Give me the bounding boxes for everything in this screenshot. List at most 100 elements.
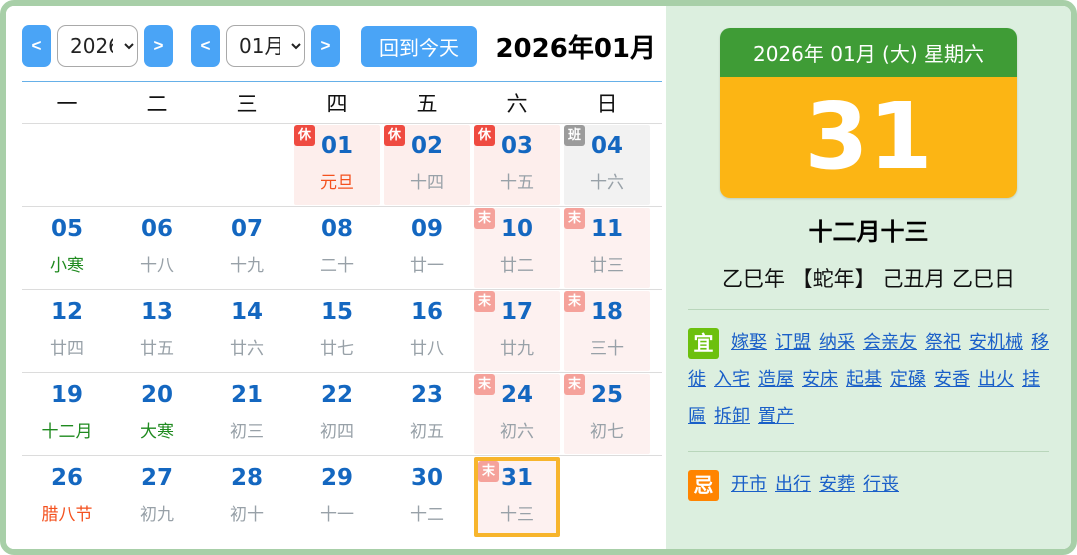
day-cell-17[interactable]: 末 17 廿九 (474, 291, 560, 371)
day-badge-weekend: 末 (564, 208, 585, 229)
yi-link[interactable]: 纳采 (819, 332, 855, 353)
yi-link[interactable]: 拆卸 (714, 406, 750, 427)
ji-link[interactable]: 开市 (731, 474, 767, 495)
day-cell-22[interactable]: 22 初四 (294, 374, 380, 454)
day-cell-18[interactable]: 末 18 三十 (564, 291, 650, 371)
date-card-header: 2026年 01月 (大) 星期六 (720, 28, 1017, 77)
day-number: 02 (410, 133, 443, 159)
day-badge-weekend: 末 (478, 461, 499, 482)
yi-link[interactable]: 祭祀 (925, 332, 961, 353)
yi-link[interactable]: 挂匾 (688, 369, 1040, 427)
next-month-button[interactable]: > (311, 25, 340, 67)
yi-link[interactable]: 订盟 (775, 332, 811, 353)
calendar-grid: 休 01 元旦休 02 十四休 03 十五班 04 十六 05 小寒 06 十八 07 十九 08 二十 09 廿一… (22, 123, 666, 538)
ji-link[interactable]: 行丧 (863, 474, 899, 495)
day-cell-13[interactable]: 13 廿五 (114, 291, 200, 371)
calendar-week-row: 05 小寒 06 十八 07 十九 08 二十 09 廿一末 10 廿二末 11 廿三 (22, 206, 662, 289)
weekday-label: 三 (236, 91, 258, 116)
prev-month-button[interactable]: < (191, 25, 220, 67)
day-cell-29[interactable]: 29 十一 (294, 457, 380, 537)
day-cell-21[interactable]: 21 初三 (204, 374, 290, 454)
ganzhi-text: 乙巳年 【蛇年】 己丑月 乙巳日 (721, 267, 1016, 291)
yi-badge: 宜 (688, 327, 719, 359)
year-select[interactable]: 2026 (57, 25, 138, 67)
day-cell-19[interactable]: 19 十二月 (24, 374, 110, 454)
day-cell-25[interactable]: 末 25 初七 (564, 374, 650, 454)
weekday-label: 六 (506, 91, 528, 116)
yi-link[interactable]: 安床 (802, 369, 838, 390)
yi-link[interactable]: 起基 (846, 369, 882, 390)
ji-link[interactable]: 安葬 (819, 474, 855, 495)
day-cell-10[interactable]: 末 10 廿二 (474, 208, 560, 288)
day-lunar-text: 廿三 (590, 256, 624, 276)
calendar-day: 22 初四 (292, 373, 382, 455)
back-to-today-button[interactable]: 回到今天 (361, 25, 477, 67)
day-cell-01[interactable]: 休 01 元旦 (294, 125, 380, 205)
next-year-button[interactable]: > (144, 25, 173, 67)
day-lunar-text: 廿四 (50, 339, 84, 359)
day-lunar-text: 初四 (320, 422, 354, 442)
day-number: 09 (410, 216, 443, 242)
day-cell-06[interactable]: 06 十八 (114, 208, 200, 288)
calendar-day: 末 18 三十 (562, 290, 652, 372)
calendar-day: 14 廿六 (202, 290, 292, 372)
day-cell-02[interactable]: 休 02 十四 (384, 125, 470, 205)
month-select[interactable]: 01月 (226, 25, 305, 67)
calendar-week-row: 19 十二月 20 大寒 21 初三 22 初四 23 初五末 24 初六末 25 初七 (22, 372, 662, 455)
calendar-day: 09 廿一 (382, 207, 472, 289)
calendar-empty-cell (202, 124, 292, 206)
yi-link[interactable]: 置产 (758, 406, 794, 427)
day-lunar-text: 廿六 (230, 339, 264, 359)
day-cell-07[interactable]: 07 十九 (204, 208, 290, 288)
yi-link[interactable]: 移徙 (688, 332, 1049, 390)
yi-link[interactable]: 出火 (978, 369, 1014, 390)
day-number: 12 (50, 299, 83, 325)
yi-link[interactable]: 造屋 (758, 369, 794, 390)
day-number: 20 (140, 382, 173, 408)
calendar-day: 12 廿四 (22, 290, 112, 372)
day-cell-20[interactable]: 20 大寒 (114, 374, 200, 454)
day-cell-28[interactable]: 28 初十 (204, 457, 290, 537)
day-lunar-text: 廿二 (500, 256, 534, 276)
day-cell-30[interactable]: 30 十二 (384, 457, 470, 537)
day-cell-24[interactable]: 末 24 初六 (474, 374, 560, 454)
day-cell-08[interactable]: 08 二十 (294, 208, 380, 288)
day-cell-23[interactable]: 23 初五 (384, 374, 470, 454)
day-cell-04[interactable]: 班 04 十六 (564, 125, 650, 205)
day-badge-weekend: 末 (564, 374, 585, 395)
calendar-toolbar: < 2026 > < 01月 > 回到今天 2026年01月 (22, 24, 666, 68)
day-lunar-text: 腊八节 (41, 505, 93, 525)
day-cell-31-selected[interactable]: 末 31 十三 (474, 457, 560, 537)
calendar-empty-cell (112, 124, 202, 206)
ji-badge: 忌 (688, 469, 719, 501)
day-badge-weekend: 末 (474, 208, 495, 229)
day-cell-16[interactable]: 16 廿八 (384, 291, 470, 371)
day-cell-05[interactable]: 05 小寒 (24, 208, 110, 288)
calendar-day: 07 十九 (202, 207, 292, 289)
ji-link[interactable]: 出行 (775, 474, 811, 495)
day-cell-26[interactable]: 26 腊八节 (24, 457, 110, 537)
day-lunar-text: 元旦 (320, 173, 354, 193)
yi-link[interactable]: 定磉 (890, 369, 926, 390)
yi-link[interactable]: 入宅 (714, 369, 750, 390)
yi-link[interactable]: 安机械 (969, 332, 1023, 353)
day-cell-15[interactable]: 15 廿七 (294, 291, 380, 371)
day-number: 08 (320, 216, 353, 242)
day-number: 03 (500, 133, 533, 159)
day-number: 05 (50, 216, 83, 242)
day-cell-03[interactable]: 休 03 十五 (474, 125, 560, 205)
calendar-day: 休 01 元旦 (292, 124, 382, 206)
calendar-day: 21 初三 (202, 373, 292, 455)
day-cell-27[interactable]: 27 初九 (114, 457, 200, 537)
yi-link[interactable]: 安香 (934, 369, 970, 390)
day-cell-14[interactable]: 14 廿六 (204, 291, 290, 371)
yi-link[interactable]: 嫁娶 (731, 332, 767, 353)
calendar-week-row: 12 廿四 13 廿五 14 廿六 15 廿七 16 廿八末 17 廿九末 18 三十 (22, 289, 662, 372)
yi-link[interactable]: 会亲友 (863, 332, 917, 353)
day-cell-09[interactable]: 09 廿一 (384, 208, 470, 288)
day-cell-12[interactable]: 12 廿四 (24, 291, 110, 371)
day-cell-11[interactable]: 末 11 廿三 (564, 208, 650, 288)
calendar-day: 29 十一 (292, 456, 382, 538)
prev-year-button[interactable]: < (22, 25, 51, 67)
yi-section: 宜嫁娶 订盟 纳采 会亲友 祭祀 安机械 移徙 入宅 造屋 安床 起基 定磉 安香 出火 挂匾 拆卸 置产 (688, 324, 1049, 435)
